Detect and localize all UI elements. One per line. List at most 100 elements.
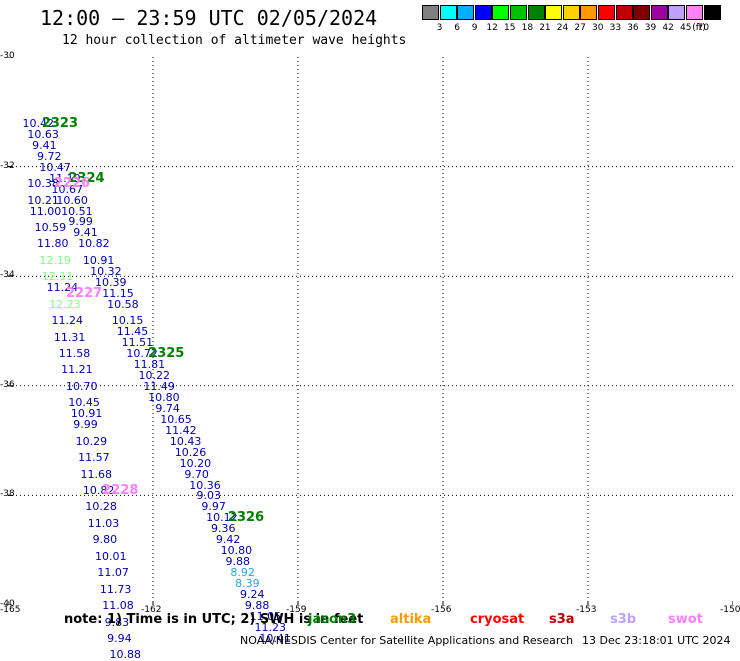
wave-height-value: 11.15 <box>102 286 134 300</box>
wave-height-value: 10.12 <box>206 511 238 525</box>
legend-swatch <box>439 5 457 20</box>
legend-unit: (ft) <box>692 23 706 33</box>
wave-height-value: 11.19 <box>49 171 81 185</box>
legend-swatch <box>686 5 703 20</box>
x-tick-label: -156 <box>431 605 452 615</box>
legend-label: 18 <box>521 23 534 33</box>
wave-height-value: 10.01 <box>95 549 127 563</box>
page-title: 12:00 — 23:59 UTC 02/05/2024 <box>40 6 378 30</box>
timestamp: 13 Dec 23:18:01 UTC 2024 <box>582 634 731 647</box>
x-tick-label: -165 <box>0 605 21 615</box>
legend-swatch <box>598 5 615 20</box>
legend-label: 9 <box>471 23 478 33</box>
wave-height-value: 11.03 <box>87 516 120 530</box>
wave-height-value: 10.65 <box>160 412 192 426</box>
footer-note: note: 1) Time is in UTC; 2) SWH is in fe… <box>64 612 364 627</box>
wave-height-value: 11.07 <box>97 566 129 580</box>
wave-height-value: 8.39 <box>235 577 260 591</box>
satellite-cryosat: cryosat <box>470 612 525 627</box>
wave-height-value: 9.70 <box>184 467 209 481</box>
pass-number-label: 2323 <box>41 115 79 131</box>
legend-label: 70 <box>697 23 710 33</box>
y-tick-label: -34 <box>0 270 15 281</box>
y-tick-label: -32 <box>0 160 15 171</box>
wave-height-value: 10.15 <box>111 314 144 328</box>
wave-height-value: 8.92 <box>230 566 255 580</box>
wave-height-value: 9.97 <box>201 500 226 514</box>
pass-number-label: 2227 <box>66 285 103 301</box>
legend-label: 33 <box>609 23 622 33</box>
pass-number-label: 2326 <box>227 510 265 526</box>
wave-height-value: 11.68 <box>80 467 113 481</box>
wave-height-value: 10.28 <box>85 500 117 514</box>
wave-height-value: 9.99 <box>68 215 93 229</box>
wave-height-value: 10.47 <box>39 160 71 174</box>
wave-height-value: 12.19 <box>39 253 71 267</box>
wave-height-value: 11.24 <box>46 281 79 295</box>
legend-swatch <box>703 5 721 20</box>
legend-label: 27 <box>574 23 586 33</box>
wave-height-value: 11.73 <box>99 582 132 596</box>
legend-swatch <box>474 5 492 20</box>
altimeter-map <box>8 57 733 605</box>
pass-number-label: 2324 <box>68 170 105 186</box>
satellite-swot: swot <box>668 612 703 627</box>
wave-height-value: 9.74 <box>155 401 180 415</box>
wave-height-value: 11.49 <box>143 379 175 393</box>
pass-number-label: 2228 <box>102 483 139 499</box>
legend-swatch <box>580 5 598 20</box>
wave-height-value: 9.94 <box>107 631 132 645</box>
wave-height-value: 11.80 <box>37 237 69 251</box>
y-tick-label: -30 <box>0 51 15 61</box>
legend-label: 24 <box>556 23 569 33</box>
wave-height-value: 10.42 <box>22 116 55 130</box>
credit-text: NOAA/NESDIS Center for Satellite Applica… <box>240 634 574 647</box>
wave-height-value: 10.60 <box>56 193 88 207</box>
wave-height-value: 10.22 <box>138 368 171 382</box>
satellite-altika: altika <box>390 612 432 627</box>
wave-height-value: 11.23 <box>254 621 287 635</box>
x-tick-label: -162 <box>141 605 162 615</box>
wave-height-value: 10.70 <box>66 379 98 393</box>
legend-swatch <box>650 5 668 20</box>
satellite-s3b: s3b <box>610 612 637 627</box>
x-tick-label: -159 <box>286 605 307 615</box>
pass-number-label: 2325 <box>148 346 185 362</box>
page-subtitle: 12 hour collection of altimeter wave hei… <box>62 33 407 48</box>
wave-height-value: 10.45 <box>68 396 100 410</box>
legend-swatch <box>615 5 633 20</box>
legend-swatch <box>492 5 510 20</box>
legend-label: 36 <box>627 23 639 33</box>
legend-swatch <box>545 5 563 20</box>
wave-height-value: 12.23 <box>49 297 81 311</box>
wave-height-value: 10.63 <box>27 127 59 141</box>
wave-height-value: 10.38 <box>27 177 59 191</box>
satellite-jason3: jason3 <box>308 612 357 627</box>
wave-height-value: 11.42 <box>165 423 197 437</box>
wave-height-value: 11.00 <box>29 204 62 218</box>
wave-height-value: 10.41 <box>259 631 291 645</box>
wave-height-value: 11.05 <box>249 610 282 624</box>
wave-height-value: 10.29 <box>75 434 108 448</box>
wave-height-value: 10.39 <box>95 275 127 289</box>
wave-height-value: 10.36 <box>189 478 221 492</box>
wave-height-value: 11.45 <box>116 325 149 339</box>
legend-label: 45 <box>680 23 692 33</box>
wave-height-value: 9.41 <box>73 226 98 240</box>
legend-label: 39 <box>644 23 657 33</box>
legend-swatch <box>562 5 580 20</box>
wave-height-value: 11.31 <box>53 330 86 344</box>
legend-swatch <box>633 5 651 20</box>
wave-height-value: 9.36 <box>211 522 236 536</box>
wave-height-value: 10.58 <box>107 297 139 311</box>
wave-height-value: 11.51 <box>121 336 154 350</box>
wave-height-value: 9.41 <box>32 138 57 152</box>
legend-swatch <box>422 5 439 20</box>
legend-label: 3 <box>436 23 443 33</box>
wave-height-value: 9.99 <box>73 418 98 432</box>
y-tick-label: -38 <box>0 489 15 500</box>
wave-height-value: 9.03 <box>196 489 222 503</box>
wave-height-value: 11.24 <box>51 314 84 328</box>
legend-label: 42 <box>662 23 674 33</box>
wave-height-value: 11.81 <box>133 357 166 371</box>
